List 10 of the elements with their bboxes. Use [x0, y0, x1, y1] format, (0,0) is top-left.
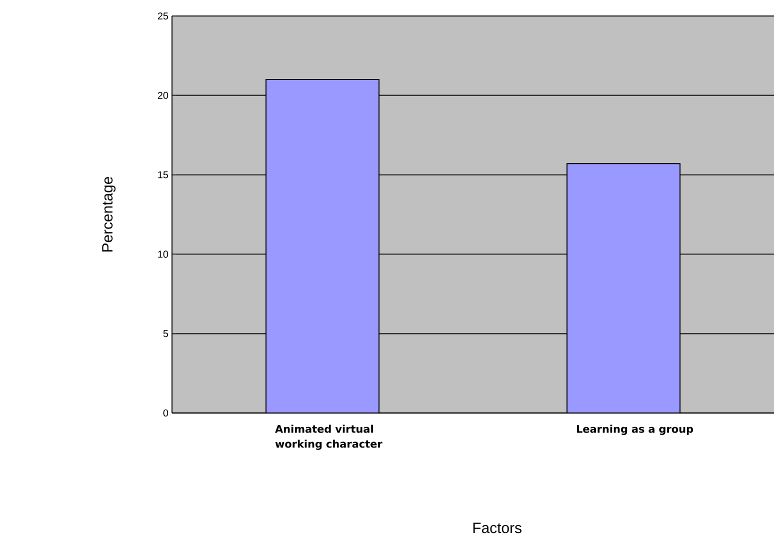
y-tick-label: 0 — [163, 409, 168, 417]
y-tick-label: 5 — [163, 330, 168, 338]
y-tick-label: 10 — [158, 250, 168, 258]
x-axis-title: Factors — [473, 522, 522, 534]
y-tick-label: 15 — [158, 171, 168, 178]
y-tick-label: 25 — [158, 12, 168, 20]
x-tick-label: Learning as a group — [576, 424, 694, 435]
x-tick-label: Animated virtual working character — [275, 424, 382, 450]
y-tick-label: 20 — [158, 92, 168, 99]
y-axis-title: Percentage — [102, 176, 116, 252]
